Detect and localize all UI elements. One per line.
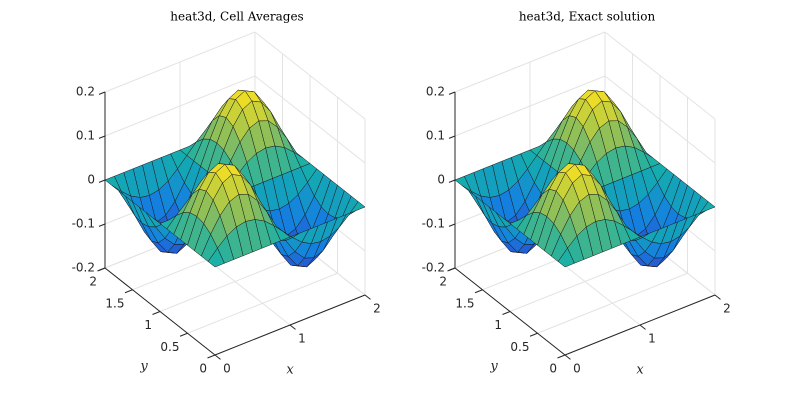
z-tick (448, 179, 456, 183)
x-tick-label: 2 (723, 302, 731, 316)
y-tick (152, 311, 161, 315)
grid-line (187, 272, 338, 334)
grid-line (604, 31, 716, 120)
y-tick-label: 1.5 (105, 296, 124, 310)
y-tick-label: 0 (199, 362, 207, 376)
z-tick (448, 223, 456, 227)
x-tick-label: 0 (223, 362, 231, 376)
y-tick (502, 311, 511, 315)
z-tick-label: 0 (87, 173, 95, 187)
y-tick (207, 354, 216, 359)
y-tick (557, 354, 566, 359)
x-tick-label: 0 (573, 362, 581, 376)
z-tick (98, 223, 106, 227)
surface-patch (207, 247, 225, 268)
z-tick (98, 179, 106, 183)
z-tick-label: -0.2 (72, 261, 95, 275)
z-tick-label: 0.1 (426, 129, 445, 143)
y-tick (124, 289, 133, 294)
x-tick (564, 354, 571, 360)
y-axis-label: y (489, 359, 498, 374)
y-tick (474, 289, 483, 294)
z-tick-label: 0.2 (426, 85, 445, 99)
x-tick (364, 294, 371, 300)
x-tick (639, 324, 646, 330)
x-tick (714, 294, 721, 300)
z-tick-label: 0 (437, 173, 445, 187)
surface-patch (557, 247, 575, 268)
x-axis-label: x (636, 363, 644, 378)
y-tick (529, 332, 538, 337)
grid-line (159, 251, 311, 312)
grid-line (537, 272, 688, 334)
x-axis-label: x (286, 363, 294, 378)
y-tick-label: 1 (144, 318, 152, 332)
y-tick-label: 2 (439, 275, 447, 289)
grid-line (104, 75, 256, 137)
x-tick (214, 354, 221, 360)
x-tick-label: 2 (373, 302, 381, 316)
z-tick-label: 0.1 (76, 129, 95, 143)
z-tick-label: -0.1 (72, 217, 95, 231)
z-tick-label: -0.1 (422, 217, 445, 231)
y-tick-label: 1 (494, 318, 502, 332)
z-tick (98, 267, 106, 271)
grid-line (509, 251, 661, 312)
z-tick-label: -0.2 (422, 261, 445, 275)
y-tick (179, 332, 188, 337)
y-tick-label: 2 (89, 275, 97, 289)
z-tick (448, 267, 456, 271)
chart-title: heat3d, Cell Averages (170, 10, 303, 24)
grid-line (254, 75, 366, 164)
grid-line (454, 31, 606, 93)
x-tick-label: 1 (298, 332, 306, 346)
grid-line (454, 75, 606, 137)
y-tick-label: 0 (549, 362, 557, 376)
grid-line (254, 31, 366, 120)
z-tick (448, 91, 456, 95)
chart-title: heat3d, Exact solution (519, 10, 656, 24)
y-tick-label: 0.5 (160, 340, 179, 354)
x-tick (289, 324, 296, 330)
z-tick (448, 135, 456, 139)
z-tick-label: 0.2 (76, 85, 95, 99)
y-tick-label: 0.5 (510, 340, 529, 354)
x-tick-label: 1 (648, 332, 656, 346)
y-tick-label: 1.5 (455, 296, 474, 310)
y-axis-label: y (139, 359, 148, 374)
z-tick (98, 135, 106, 139)
grid-line (604, 75, 716, 164)
grid-line (104, 31, 256, 93)
z-tick (98, 91, 106, 95)
